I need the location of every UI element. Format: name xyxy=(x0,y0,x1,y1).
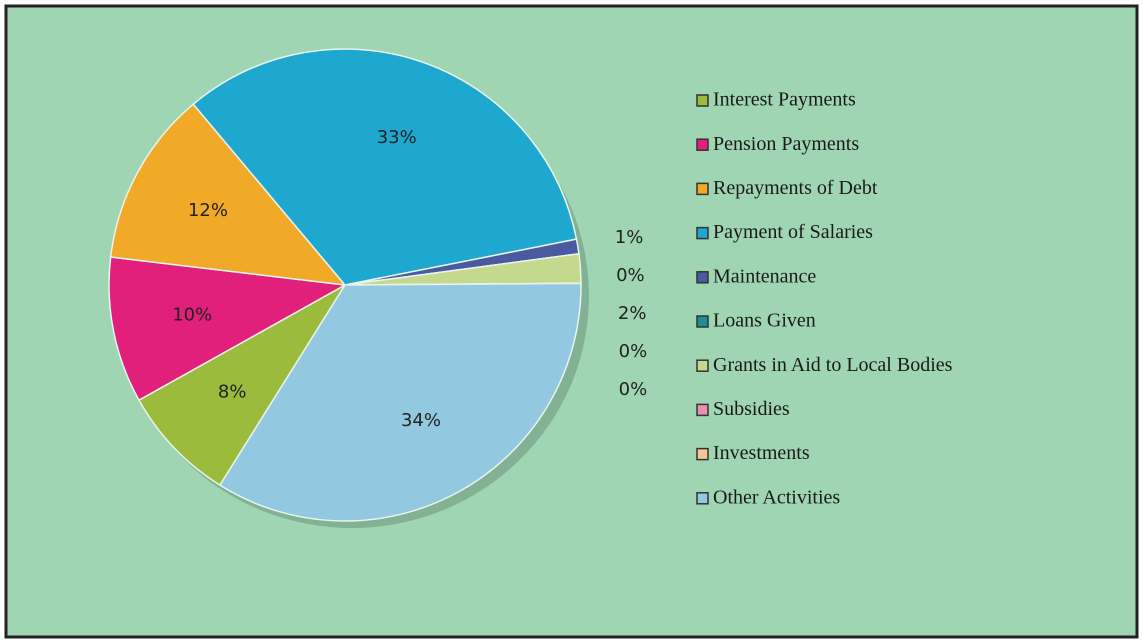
slice-label: 10% xyxy=(172,304,212,325)
legend-swatch xyxy=(696,315,709,328)
slice-label: 8% xyxy=(218,381,247,402)
legend-label: Interest Payments xyxy=(713,89,856,111)
legend-label: Investments xyxy=(713,442,810,464)
legend-swatch xyxy=(696,447,709,461)
legend-label: Repayments of Debt xyxy=(713,177,878,199)
slice-label: 12% xyxy=(188,200,228,221)
legend-swatch xyxy=(696,359,709,372)
legend-swatch xyxy=(696,271,709,284)
legend-swatch xyxy=(696,138,709,151)
pie-slice xyxy=(218,282,582,522)
legend-swatch xyxy=(696,94,709,107)
legend-swatch xyxy=(696,492,709,505)
slice-label: 0% xyxy=(616,265,645,286)
pie-slice xyxy=(108,256,348,402)
legend-label: Loans Given xyxy=(713,310,816,332)
slice-label: 2% xyxy=(618,303,647,324)
pie-slice xyxy=(137,284,346,487)
legend-label: Pension Payments xyxy=(713,133,859,155)
legend-label: Maintenance xyxy=(713,265,816,287)
slice-label: 33% xyxy=(377,127,417,148)
pie-slice xyxy=(192,48,578,286)
legend-swatch xyxy=(696,182,709,196)
pie-slice xyxy=(109,103,347,286)
legend-swatch xyxy=(696,226,709,240)
slice-label: 34% xyxy=(401,410,441,431)
slice-label: 1% xyxy=(615,227,644,248)
legend-label: Grants in Aid to Local Bodies xyxy=(713,354,953,376)
legend-label: Payment of Salaries xyxy=(713,221,873,243)
slice-label: 0% xyxy=(619,341,648,362)
legend-swatch xyxy=(696,403,709,417)
legend-label: Other Activities xyxy=(713,486,840,508)
legend-label: Subsidies xyxy=(713,398,790,420)
slice-label: 0% xyxy=(619,379,648,400)
